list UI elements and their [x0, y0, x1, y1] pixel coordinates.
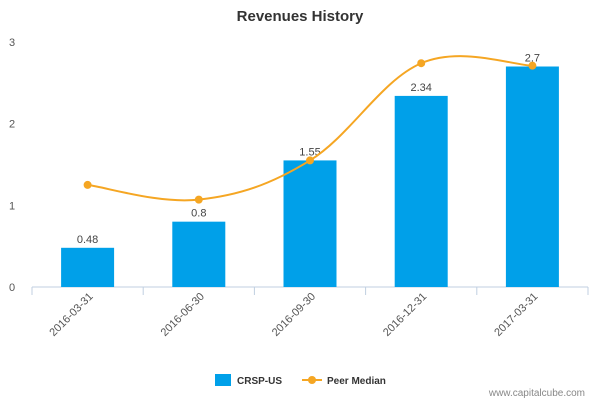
legend-label-peer-median: Peer Median — [327, 376, 386, 387]
bar-data-label: 2.7 — [525, 53, 540, 65]
y-tick-label: 2 — [9, 119, 15, 131]
y-axis-ticks: 0 1 2 3 — [9, 37, 15, 294]
bar-data-label: 1.55 — [299, 146, 320, 158]
peer-median-point-2016-09-30 — [306, 156, 314, 165]
bar-2016-06-30 — [172, 221, 226, 287]
x-tick-label: 2016-03-31 — [47, 291, 95, 339]
chart-title: Revenues History — [237, 8, 364, 25]
bar-2016-03-31 — [61, 247, 115, 287]
legend-label-crsp-us: CRSP-US — [237, 376, 282, 387]
bar-2017-03-31 — [505, 66, 559, 287]
bar-data-label: 2.34 — [410, 82, 431, 94]
x-tick-label: 2016-09-30 — [270, 291, 318, 339]
bar-2016-12-31 — [394, 95, 448, 288]
bar-data-label: 0.48 — [77, 234, 98, 246]
bar-2016-09-30 — [283, 160, 337, 287]
x-axis: 2016-03-31 2016-06-30 2016-09-30 2016-12-31… — [31, 286, 589, 339]
bar-series-crsp-us — [61, 66, 559, 288]
legend-marker-peer-median — [308, 376, 316, 384]
legend: CRSP-US Peer Median — [215, 374, 386, 387]
x-tick-label: 2016-06-30 — [159, 291, 207, 339]
peer-median-point-2016-06-30 — [194, 195, 203, 204]
bar-data-label: 0.8 — [191, 208, 206, 220]
line-series-peer-median — [83, 55, 537, 204]
legend-swatch-crsp-us — [215, 374, 231, 386]
y-tick-label: 1 — [9, 200, 15, 212]
y-tick-label: 3 — [9, 37, 15, 49]
x-tick-label: 2016-12-31 — [381, 291, 429, 339]
x-tick-label: 2017-03-31 — [492, 291, 540, 339]
y-tick-label: 0 — [9, 282, 15, 294]
bar-data-labels: 0.48 0.8 1.55 2.34 2.7 — [77, 53, 540, 246]
peer-median-point-2016-12-31 — [417, 59, 426, 68]
peer-median-point-2016-03-31 — [83, 180, 92, 189]
peer-median-point-2017-03-31 — [528, 61, 537, 70]
watermark: www.capitalcube.com — [488, 388, 585, 399]
